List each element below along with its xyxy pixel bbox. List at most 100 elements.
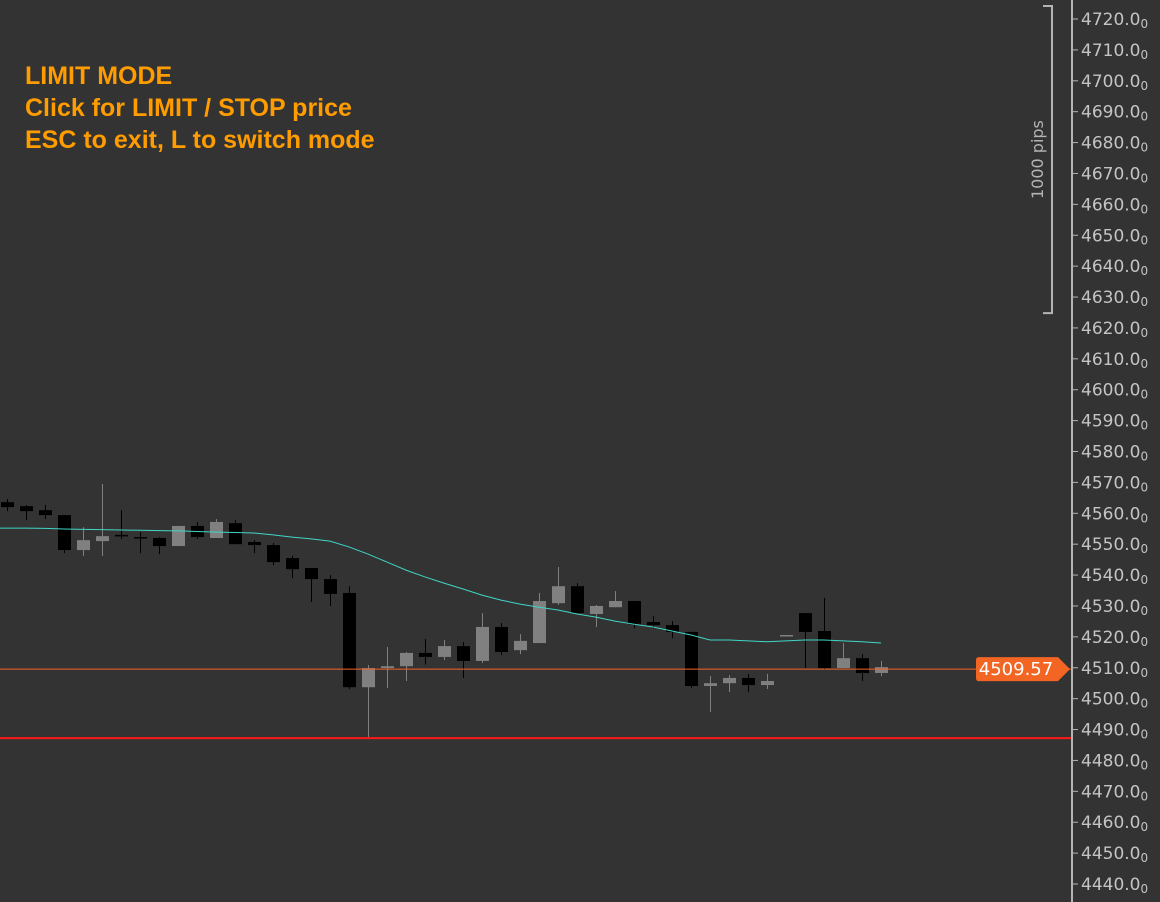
candle bbox=[362, 664, 375, 737]
moving-average-line bbox=[0, 527, 882, 644]
candle bbox=[58, 515, 71, 554]
mode-title: LIMIT MODE bbox=[25, 62, 173, 90]
axis-tick-label: 4690.00 bbox=[1081, 103, 1148, 124]
candle-body bbox=[609, 601, 622, 608]
range-label: 1000 pips bbox=[1028, 120, 1047, 199]
candle bbox=[381, 647, 394, 689]
axis-tick-label: 4650.00 bbox=[1081, 226, 1148, 247]
candle bbox=[153, 537, 166, 555]
candle-body bbox=[324, 579, 337, 594]
candle-body bbox=[742, 677, 755, 686]
candle bbox=[704, 676, 717, 712]
candle bbox=[818, 597, 831, 670]
axis-tick-label: 4550.00 bbox=[1081, 535, 1148, 556]
price-axis[interactable]: 4720.00 4710.00 4700.00 4690.00 4680.00 4670.… bbox=[1071, 0, 1148, 902]
candle-body bbox=[343, 592, 356, 688]
axis-tick-label: 4680.00 bbox=[1081, 134, 1148, 155]
candle bbox=[780, 635, 793, 637]
current-price-tag: 4509.57 bbox=[976, 657, 1070, 682]
candle bbox=[571, 583, 584, 614]
candle bbox=[628, 601, 641, 629]
candle-body bbox=[856, 658, 869, 674]
axis-tick-label: 4570.00 bbox=[1081, 473, 1148, 494]
candle bbox=[267, 542, 280, 566]
axis-tick-label: 4560.00 bbox=[1081, 504, 1148, 525]
candle-body bbox=[96, 536, 109, 542]
candle bbox=[495, 622, 508, 656]
candle-body bbox=[818, 630, 831, 669]
candle-body bbox=[685, 631, 698, 686]
candle-body bbox=[419, 652, 432, 657]
candle-body bbox=[837, 658, 850, 669]
candle bbox=[210, 519, 223, 538]
candle-body bbox=[438, 646, 451, 657]
candle-body bbox=[628, 601, 641, 625]
candle bbox=[438, 639, 451, 661]
candle-body bbox=[647, 622, 660, 626]
candle-body bbox=[571, 586, 584, 614]
axis-tick-label: 4450.00 bbox=[1081, 844, 1148, 865]
axis-tick-label: 4520.00 bbox=[1081, 628, 1148, 649]
axis-tick-label: 4460.00 bbox=[1081, 813, 1148, 834]
candle bbox=[723, 675, 736, 693]
axis-tick-label: 4620.00 bbox=[1081, 319, 1148, 340]
candles-layer bbox=[1, 483, 888, 737]
candle-body bbox=[58, 515, 71, 551]
candle-body bbox=[77, 540, 90, 551]
axis-tick-label: 4530.00 bbox=[1081, 597, 1148, 618]
candle-body bbox=[476, 626, 489, 661]
candle-body bbox=[115, 534, 128, 537]
axis-tick-label: 4640.00 bbox=[1081, 257, 1148, 278]
candle bbox=[134, 532, 147, 554]
candle bbox=[609, 591, 622, 608]
candle-body bbox=[172, 525, 185, 547]
axis-tick-label: 4600.00 bbox=[1081, 381, 1148, 402]
axis-tick-label: 4490.00 bbox=[1081, 721, 1148, 742]
current-price-label: 4509.57 bbox=[979, 659, 1053, 680]
candle-body bbox=[305, 567, 318, 580]
candle-body bbox=[39, 510, 52, 516]
axis-tick-label: 4610.00 bbox=[1081, 350, 1148, 371]
candle-body bbox=[875, 667, 888, 674]
candle-body bbox=[590, 605, 603, 614]
axis-tick-label: 4710.00 bbox=[1081, 41, 1148, 62]
candle bbox=[685, 631, 698, 689]
candle-body bbox=[210, 521, 223, 538]
candle bbox=[837, 643, 850, 669]
candle bbox=[590, 605, 603, 627]
candle bbox=[514, 634, 527, 655]
candle bbox=[305, 567, 318, 602]
candle bbox=[77, 527, 90, 556]
candle-body bbox=[723, 677, 736, 684]
range-bracket bbox=[1043, 5, 1053, 315]
axis-tick-label: 4630.00 bbox=[1081, 288, 1148, 309]
candle-body bbox=[248, 542, 261, 546]
axis-tick-label: 4580.00 bbox=[1081, 443, 1148, 464]
axis-tick-label: 4660.00 bbox=[1081, 195, 1148, 216]
candle bbox=[248, 540, 261, 554]
candle bbox=[324, 575, 337, 606]
candle bbox=[761, 673, 774, 690]
mode-instruction: Click for LIMIT / STOP price bbox=[25, 94, 352, 122]
candle bbox=[875, 660, 888, 677]
candle-body bbox=[1, 502, 14, 508]
axis-tick-label: 4440.00 bbox=[1081, 875, 1148, 896]
axis-tick-label: 4510.00 bbox=[1081, 659, 1148, 680]
candle bbox=[20, 504, 33, 521]
price-tag-shape bbox=[976, 657, 1070, 682]
candle-body bbox=[761, 681, 774, 686]
candle-body bbox=[495, 626, 508, 652]
axis-tick-label: 4540.00 bbox=[1081, 566, 1148, 587]
candle bbox=[191, 521, 204, 539]
candle bbox=[647, 616, 660, 629]
candle-body bbox=[666, 625, 679, 632]
candle bbox=[1, 499, 14, 512]
candle-body bbox=[229, 523, 242, 545]
candle-body bbox=[153, 538, 166, 547]
candle bbox=[552, 567, 565, 606]
candle-body bbox=[533, 601, 546, 644]
candle bbox=[115, 510, 128, 539]
candle-body bbox=[362, 668, 375, 688]
candle bbox=[419, 639, 432, 665]
